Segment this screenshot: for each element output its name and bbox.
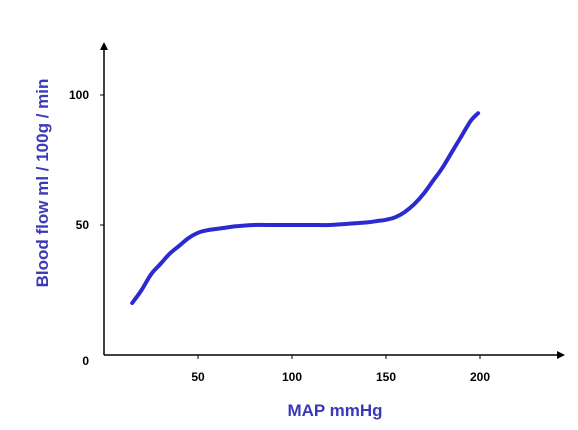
x-axis-label: MAP mmHg [287,401,382,420]
x-tick-label: 200 [470,370,490,384]
x-tick-group: 50 100 150 200 [191,355,490,384]
x-axis-arrow [557,351,565,359]
y-tick-group: 0 50 100 [69,88,104,368]
x-tick-label: 50 [191,370,205,384]
y-tick-label: 0 [82,354,89,368]
y-axis-label: Blood flow ml / 100g / min [33,79,52,288]
x-tick-label: 100 [282,370,302,384]
blood-flow-curve [130,111,481,305]
x-tick-label: 150 [376,370,396,384]
y-axis-arrow [100,42,108,50]
y-tick-label: 100 [69,88,89,102]
y-tick-label: 50 [76,218,90,232]
